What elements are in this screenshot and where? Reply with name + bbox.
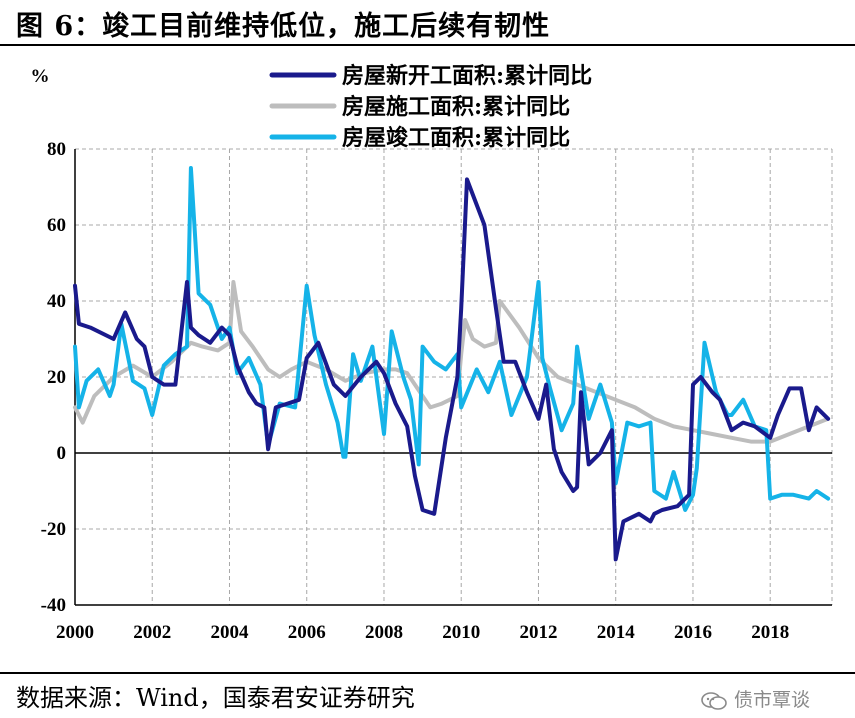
- y-tick-label: 0: [57, 443, 67, 464]
- legend-label-2: 房屋施工面积:累计同比: [342, 94, 570, 120]
- x-tick-label: 2006: [288, 622, 326, 643]
- y-tick-label: 80: [47, 139, 66, 160]
- x-tick-label: 2010: [442, 622, 480, 643]
- series-line-2: [73, 280, 831, 444]
- chat-bubble-icon: [701, 691, 727, 710]
- series-line-3: [73, 166, 831, 512]
- x-tick-label: 2000: [56, 622, 94, 643]
- y-tick-label: -20: [41, 519, 66, 540]
- y-tick-label: 40: [47, 291, 66, 312]
- x-tick-label: 2012: [519, 622, 557, 643]
- legend-label-1: 房屋新开工面积:累计同比: [342, 63, 592, 89]
- y-tick-label: -40: [41, 595, 66, 616]
- x-tick-label: 2014: [597, 622, 636, 643]
- series-line-1: [73, 177, 831, 562]
- x-tick-label: 2004: [210, 622, 249, 643]
- x-tick-label: 2002: [133, 622, 171, 643]
- y-tick-label: 20: [47, 367, 66, 388]
- watermark: 债市覃谈: [700, 685, 810, 712]
- y-axis-unit: %: [31, 66, 50, 87]
- figure-title: 图 6：竣工目前维持低位，施工后续有韧性: [16, 11, 551, 42]
- title-rule: [0, 44, 855, 46]
- source-note: 数据来源：Wind，国泰君安证券研究: [16, 684, 415, 712]
- x-tick-label: 2008: [365, 622, 403, 643]
- x-tick-label: 2016: [674, 622, 712, 643]
- x-tick-label: 2018: [751, 622, 789, 643]
- footer-rule: [0, 672, 855, 674]
- watermark-text: 债市覃谈: [734, 689, 811, 711]
- legend-label-3: 房屋竣工面积:累计同比: [342, 125, 570, 151]
- line-chart: -40 -20 0 20 40 60 80 2000 2002 2004 2006 2008 2010 2…: [31, 63, 833, 643]
- y-tick-label: 60: [47, 215, 66, 236]
